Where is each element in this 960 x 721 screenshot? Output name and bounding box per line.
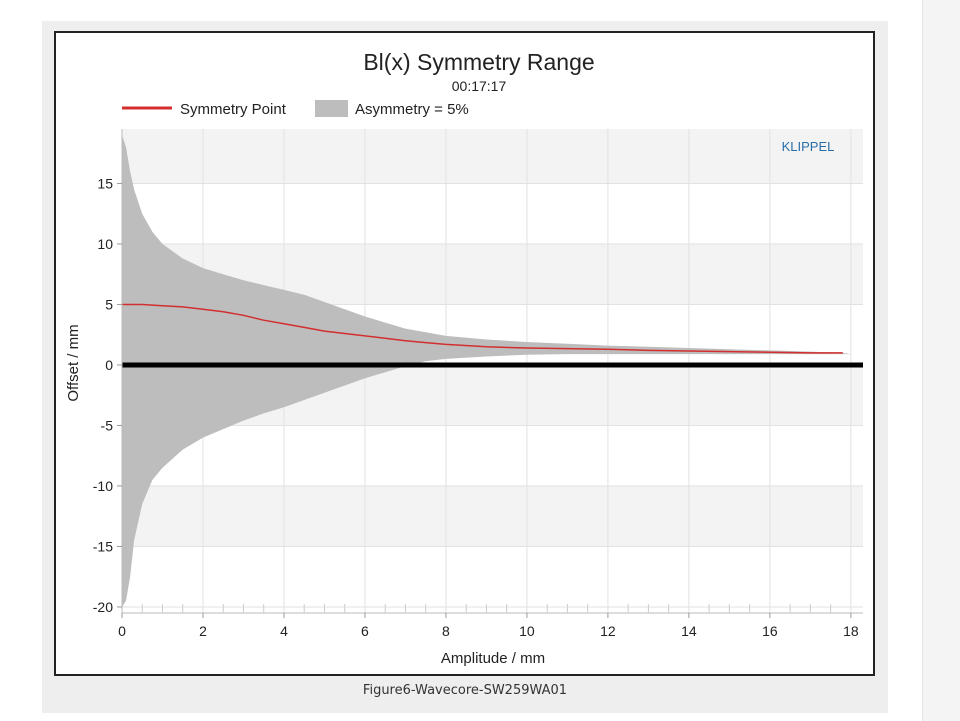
asymmetry-band: [122, 135, 851, 607]
grid-band: [122, 485, 863, 547]
klippel-watermark: KLIPPEL: [782, 139, 835, 154]
x-tick-label: 14: [681, 623, 697, 639]
y-tick-label: -20: [93, 599, 113, 615]
y-tick-label: -15: [93, 538, 113, 554]
figure-card: Bl(x) Symmetry Range 00:17:17 Symmetry P…: [42, 21, 888, 713]
x-tick-label: 4: [280, 623, 288, 639]
x-tick-label: 8: [442, 623, 450, 639]
x-tick-label: 0: [118, 623, 126, 639]
grid-band: [122, 129, 863, 184]
y-tick-label: 10: [97, 236, 113, 252]
series-layer: [122, 135, 863, 607]
right-sidebar: [922, 0, 960, 721]
x-tick-label: 18: [843, 623, 859, 639]
y-tick-label: 5: [105, 296, 113, 312]
legend-label-symmetry-point: Symmetry Point: [180, 101, 287, 118]
x-tick-label: 6: [361, 623, 369, 639]
x-axis-label: Amplitude / mm: [441, 650, 545, 667]
y-tick-label: -10: [93, 478, 113, 494]
chart-subtitle: 00:17:17: [452, 78, 507, 94]
symmetry-point-line: [122, 303, 843, 354]
legend-swatch-asymmetry: [315, 100, 348, 117]
x-tick-label: 12: [600, 623, 616, 639]
axis-layer: 0 2 4 6 8 10 12 14 16 18 -20 -15 -10 -5 0 5 10 15: [93, 129, 863, 639]
legend-label-asymmetry: Asymmetry = 5%: [355, 101, 469, 118]
y-tick-label: -5: [101, 417, 114, 433]
chart-title: Bl(x) Symmetry Range: [363, 49, 594, 75]
y-axis-label: Offset / mm: [65, 324, 82, 401]
y-tick-label: 15: [97, 175, 113, 191]
y-tick-label: 0: [105, 357, 113, 373]
plot-frame: Bl(x) Symmetry Range 00:17:17 Symmetry P…: [54, 31, 875, 676]
x-tick-label: 2: [199, 623, 207, 639]
grid: [121, 129, 863, 613]
figure-caption: Figure6-Wavecore-SW259WA01: [362, 683, 568, 698]
legend: Symmetry Point Asymmetry = 5%: [122, 100, 469, 118]
chart: Bl(x) Symmetry Range 00:17:17 Symmetry P…: [65, 49, 863, 667]
x-tick-label: 16: [762, 623, 778, 639]
x-tick-label: 10: [519, 623, 535, 639]
